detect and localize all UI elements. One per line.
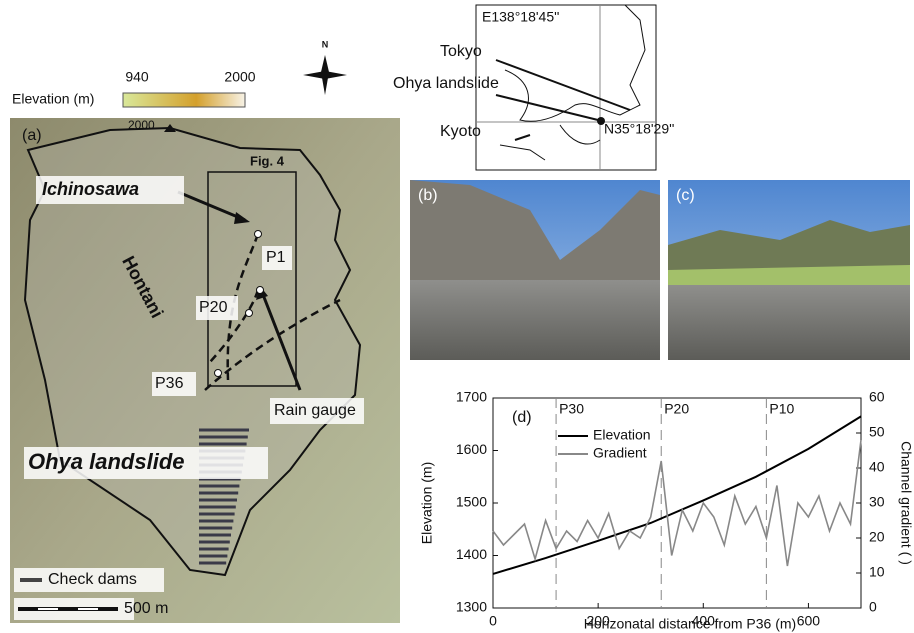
p1-label: P1: [266, 249, 286, 266]
marker-label: P10: [769, 401, 794, 417]
x-tick-label: 0: [489, 613, 497, 629]
rain-gauge-label: Rain gauge: [274, 402, 356, 419]
peak-label: 2000: [128, 118, 155, 132]
legend-max: 2000: [224, 69, 255, 85]
y2-tick-label: 50: [869, 424, 885, 440]
ichinosawa-label: Ichinosawa: [42, 179, 139, 199]
legend-label: Gradient: [593, 445, 647, 461]
x-axis-label: Horizonatal distance from P36 (m): [584, 616, 796, 632]
x-tick-label: 200: [586, 613, 610, 629]
p36-label: P36: [155, 375, 184, 392]
y-tick-label: 1400: [456, 546, 487, 562]
photo-c-label: (c): [676, 187, 695, 204]
chart: (d) Horizonatal distance from P36 (m) El…: [419, 389, 914, 632]
y-tick-label: 1600: [456, 441, 487, 457]
photo-b-label: (b): [418, 187, 438, 204]
y-tick-label: 1300: [456, 599, 487, 615]
scale-label: 500 m: [124, 600, 168, 617]
legend-min: 940: [125, 69, 149, 85]
marker-label: P30: [559, 401, 584, 417]
legend-title: Elevation (m): [12, 91, 94, 107]
fig4-label: Fig. 4: [250, 153, 285, 168]
ohya-label: Ohya landslide: [28, 449, 185, 474]
y2-tick-label: 30: [869, 494, 885, 510]
y2-tick-label: 20: [869, 529, 885, 545]
series-line: [492, 415, 862, 575]
p20-label: P20: [199, 299, 228, 316]
y2-tick-label: 0: [869, 599, 877, 615]
photo-b: [410, 180, 660, 360]
y2-tick-label: 10: [869, 564, 885, 580]
marker-label: P20: [664, 401, 689, 417]
north-arrow: N: [303, 39, 347, 95]
color-bar: [122, 92, 246, 108]
x-tick-label: 400: [692, 613, 716, 629]
inset-longitude: E138°18'45'': [482, 9, 559, 25]
legend-label: Elevation: [593, 427, 651, 443]
inset-map: E138°18'45'' N35°18'29'': [475, 4, 674, 171]
y2-tick-label: 40: [869, 459, 885, 475]
y2-axis-label: Channel gradient ( ): [898, 441, 914, 565]
check-dams-label: Check dams: [48, 571, 137, 588]
inset-ohya: Ohya landslide: [393, 75, 499, 92]
y-axis-label: Elevation (m): [419, 462, 435, 544]
photo-c: [668, 180, 910, 360]
chart-panel: (d): [512, 409, 532, 426]
north-label: N: [322, 39, 329, 49]
inset-tokyo: Tokyo: [440, 43, 482, 60]
y-tick-label: 1500: [456, 494, 487, 510]
x-tick-label: 600: [797, 613, 821, 629]
y2-tick-label: 60: [869, 389, 885, 405]
series-line: [492, 439, 862, 567]
y-tick-label: 1700: [456, 389, 487, 405]
map-panel: (a): [22, 127, 42, 144]
inset-latitude: N35°18'29'': [604, 121, 674, 137]
inset-kyoto: Kyoto: [440, 123, 481, 140]
